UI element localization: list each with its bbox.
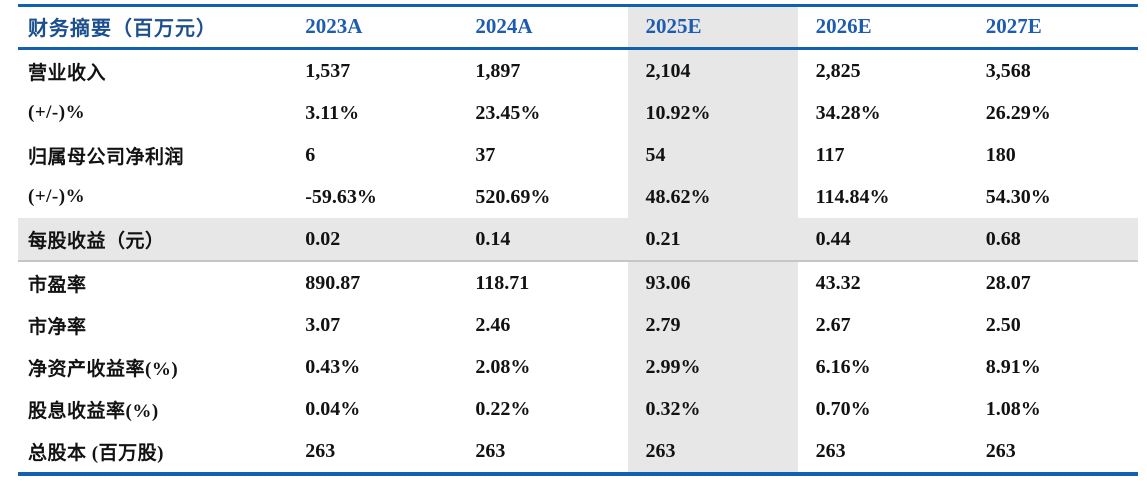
cell-value: 263 bbox=[985, 439, 1016, 462]
row-label: 市盈率 bbox=[28, 274, 87, 296]
table-row-roe: 净资产收益率(%) 0.43% 2.08% 2.99% 6.16% 8.91% bbox=[18, 346, 1138, 388]
cell-value: 1.08% bbox=[985, 397, 1041, 420]
row-label: 归属母公司净利润 bbox=[28, 146, 185, 168]
row-label: 净资产收益率(%) bbox=[28, 358, 179, 380]
cell-value: 263 bbox=[627, 430, 798, 474]
table-row-net-profit: 归属母公司净利润 6 37 54 117 180 bbox=[18, 134, 1138, 176]
row-label: 总股本 (百万股) bbox=[28, 442, 164, 464]
cell-value: -59.63% bbox=[305, 185, 377, 208]
cell-value: 890.87 bbox=[305, 271, 361, 294]
cell-value: 3.11% bbox=[305, 101, 360, 124]
cell-value: 0.04% bbox=[305, 397, 361, 420]
table-row-eps: 每股收益（元） 0.02 0.14 0.21 0.44 0.68 bbox=[18, 218, 1138, 262]
table-row-pe-ratio: 市盈率 890.87 118.71 93.06 43.32 28.07 bbox=[18, 261, 1138, 304]
cell-value: 43.32 bbox=[815, 271, 861, 294]
cell-value: 34.28% bbox=[815, 101, 881, 124]
cell-value: 263 bbox=[815, 439, 846, 462]
cell-value: 1,537 bbox=[305, 59, 351, 82]
cell-value: 2,825 bbox=[815, 59, 861, 82]
column-header-2026e: 2026E bbox=[797, 5, 968, 50]
column-header-2024a: 2024A bbox=[457, 5, 628, 50]
cell-value: 0.14 bbox=[457, 218, 628, 262]
cell-value: 28.07 bbox=[985, 271, 1031, 294]
cell-value: 2.99% bbox=[627, 346, 798, 388]
header-row: 财务摘要（百万元） 2023A 2024A 2025E 2026E 2027E bbox=[18, 5, 1138, 50]
table-row-total-shares: 总股本 (百万股) 263 263 263 263 263 bbox=[18, 430, 1138, 474]
cell-value: 263 bbox=[475, 439, 506, 462]
row-label: 市净率 bbox=[28, 316, 87, 338]
cell-value: 0.32% bbox=[627, 388, 798, 430]
table-row-pb-ratio: 市净率 3.07 2.46 2.79 2.67 2.50 bbox=[18, 304, 1138, 346]
cell-value: 2.08% bbox=[475, 355, 531, 378]
cell-value: 0.02 bbox=[287, 218, 458, 262]
table-title: 财务摘要（百万元） bbox=[18, 5, 288, 50]
cell-value: 2.79 bbox=[627, 304, 798, 346]
cell-value: 6.16% bbox=[815, 355, 871, 378]
cell-value: 3,568 bbox=[985, 59, 1031, 82]
row-label: (+/-)% bbox=[28, 186, 86, 207]
cell-value: 180 bbox=[985, 143, 1016, 166]
cell-value: 37 bbox=[475, 143, 496, 166]
cell-value: 26.29% bbox=[985, 101, 1051, 124]
cell-value: 54.30% bbox=[985, 185, 1051, 208]
cell-value: 117 bbox=[815, 143, 845, 166]
cell-value: 2,104 bbox=[627, 48, 798, 92]
cell-value: 54 bbox=[627, 134, 798, 176]
table-row-revenue-growth: (+/-)% 3.11% 23.45% 10.92% 34.28% 26.29% bbox=[18, 92, 1138, 134]
row-label: 每股收益（元） bbox=[18, 218, 288, 262]
column-header-2027e: 2027E bbox=[967, 5, 1138, 50]
cell-value: 0.21 bbox=[627, 218, 798, 262]
table-row-revenue: 营业收入 1,537 1,897 2,104 2,825 3,568 bbox=[18, 48, 1138, 92]
cell-value: 10.92% bbox=[627, 92, 798, 134]
cell-value: 1,897 bbox=[475, 59, 521, 82]
cell-value: 0.44 bbox=[797, 218, 968, 262]
table-row-net-profit-growth: (+/-)% -59.63% 520.69% 48.62% 114.84% 54… bbox=[18, 176, 1138, 218]
cell-value: 0.43% bbox=[305, 355, 361, 378]
column-header-2023a: 2023A bbox=[287, 5, 458, 50]
row-label: 营业收入 bbox=[28, 62, 107, 84]
cell-value: 0.70% bbox=[815, 397, 871, 420]
cell-value: 2.50 bbox=[985, 313, 1021, 336]
cell-value: 8.91% bbox=[985, 355, 1041, 378]
cell-value: 0.22% bbox=[475, 397, 531, 420]
cell-value: 0.68 bbox=[967, 218, 1138, 262]
cell-value: 114.84% bbox=[815, 185, 890, 208]
table-row-dividend-yield: 股息收益率(%) 0.04% 0.22% 0.32% 0.70% 1.08% bbox=[18, 388, 1138, 430]
row-label: (+/-)% bbox=[28, 102, 86, 123]
financial-summary-table: 财务摘要（百万元） 2023A 2024A 2025E 2026E 2027E … bbox=[18, 4, 1138, 476]
cell-value: 118.71 bbox=[475, 271, 530, 294]
cell-value: 23.45% bbox=[475, 101, 541, 124]
cell-value: 93.06 bbox=[627, 261, 798, 304]
cell-value: 263 bbox=[305, 439, 336, 462]
cell-value: 2.46 bbox=[475, 313, 511, 336]
column-header-2025e: 2025E bbox=[627, 5, 798, 50]
cell-value: 3.07 bbox=[305, 313, 341, 336]
cell-value: 6 bbox=[305, 143, 316, 166]
cell-value: 48.62% bbox=[627, 176, 798, 218]
cell-value: 2.67 bbox=[815, 313, 851, 336]
row-label: 股息收益率(%) bbox=[28, 400, 159, 422]
cell-value: 520.69% bbox=[475, 185, 551, 208]
